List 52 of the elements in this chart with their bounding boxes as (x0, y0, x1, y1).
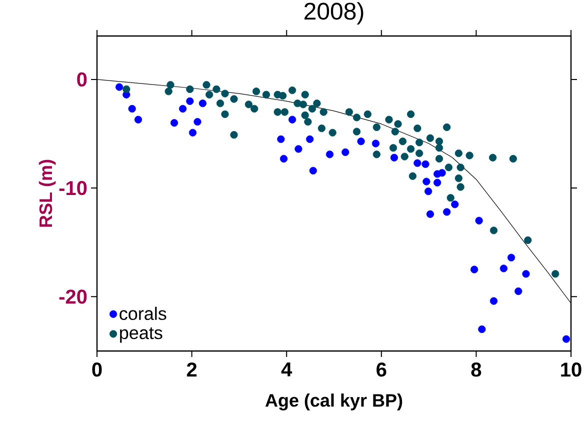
point (422, 178, 430, 186)
x-axis-title: Age (cal kyr BP) (265, 394, 402, 410)
point (514, 287, 522, 296)
point (438, 169, 446, 177)
chart-title: 2008) (304, 2, 364, 24)
point (280, 154, 288, 163)
point (128, 104, 136, 113)
y-tick-label: 0 (77, 72, 87, 87)
point (424, 188, 432, 196)
x-tick-label: 2 (186, 362, 197, 376)
x-tick-label: 10 (561, 362, 582, 377)
x-tick-label: 8 (471, 362, 482, 377)
y-axis-title: RSL (m) (38, 160, 56, 227)
point (478, 325, 486, 334)
point (194, 118, 202, 126)
point (357, 138, 365, 146)
y-tick-label: -20 (59, 290, 87, 304)
point (342, 148, 350, 156)
point (288, 116, 296, 124)
x-tick-label: 6 (376, 362, 386, 377)
point (434, 178, 442, 186)
point (186, 97, 194, 105)
point (309, 166, 317, 174)
legend-label: peats (120, 327, 162, 343)
point (390, 154, 398, 162)
point (451, 200, 459, 208)
point (500, 264, 508, 272)
point (414, 159, 422, 167)
point (475, 216, 483, 224)
point (170, 119, 178, 127)
point (277, 135, 285, 143)
point (188, 128, 197, 136)
point (507, 254, 516, 262)
point (422, 160, 430, 168)
point (470, 266, 478, 274)
point (562, 335, 570, 343)
point (179, 104, 187, 113)
point (306, 135, 314, 143)
point (326, 150, 334, 158)
point (426, 210, 434, 218)
point (443, 208, 451, 216)
x-tick-label: 4 (281, 362, 292, 376)
y-tick-label: -10 (59, 180, 87, 196)
point (490, 297, 498, 305)
x-tick-label: 0 (92, 362, 102, 377)
point (372, 140, 380, 148)
point (294, 145, 302, 153)
point (115, 83, 124, 91)
legend-label: corals (120, 306, 166, 320)
point (134, 116, 142, 124)
point (522, 270, 530, 278)
point (198, 100, 207, 108)
